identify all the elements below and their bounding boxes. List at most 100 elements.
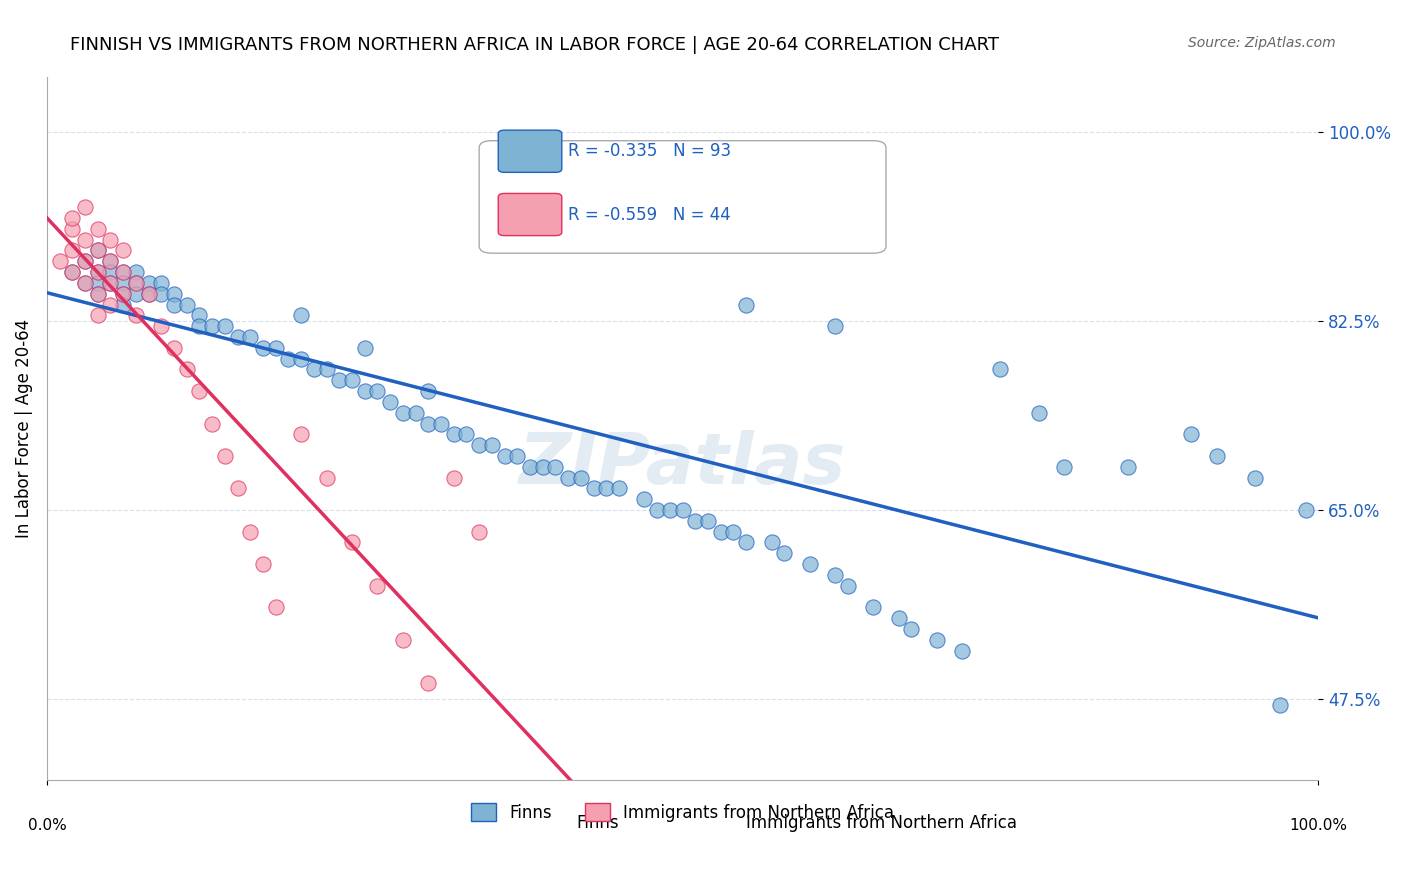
Point — [302, 362, 325, 376]
Point — [87, 265, 110, 279]
Point — [481, 438, 503, 452]
Point — [671, 881, 693, 892]
Point — [799, 557, 821, 571]
Point — [1295, 503, 1317, 517]
Point — [378, 395, 401, 409]
Point — [315, 470, 337, 484]
Point — [60, 265, 83, 279]
Text: R = -0.559   N = 44: R = -0.559 N = 44 — [568, 205, 731, 224]
Point — [950, 643, 973, 657]
Point — [176, 362, 198, 376]
Point — [506, 449, 529, 463]
Point — [697, 514, 720, 528]
Point — [315, 362, 337, 376]
Point — [87, 276, 110, 290]
Point — [468, 524, 491, 539]
Point — [468, 438, 491, 452]
Point — [138, 286, 160, 301]
Point — [1205, 449, 1227, 463]
Point — [607, 482, 630, 496]
Point — [100, 297, 122, 311]
Point — [138, 286, 160, 301]
Point — [125, 286, 148, 301]
Point — [824, 568, 846, 582]
Point — [519, 459, 541, 474]
Point — [214, 319, 236, 334]
Point — [100, 276, 122, 290]
Point — [353, 341, 375, 355]
Point — [862, 233, 884, 247]
Point — [544, 459, 567, 474]
Point — [392, 632, 415, 647]
Point — [226, 330, 249, 344]
Point — [685, 514, 707, 528]
Point — [443, 470, 465, 484]
Point — [340, 373, 363, 387]
Point — [201, 319, 224, 334]
Point — [87, 286, 110, 301]
Point — [1268, 698, 1291, 712]
FancyBboxPatch shape — [479, 141, 886, 253]
Point — [150, 276, 173, 290]
Point — [73, 254, 96, 268]
Point — [405, 406, 427, 420]
Point — [163, 341, 186, 355]
Point — [73, 276, 96, 290]
Point — [100, 254, 122, 268]
Point — [569, 470, 592, 484]
Point — [60, 244, 83, 258]
Point — [87, 309, 110, 323]
Point — [112, 276, 135, 290]
Point — [188, 319, 211, 334]
Point — [125, 309, 148, 323]
Point — [252, 557, 274, 571]
Point — [264, 600, 287, 615]
Point — [837, 579, 859, 593]
Point — [87, 265, 110, 279]
Point — [112, 265, 135, 279]
Point — [150, 286, 173, 301]
Point — [60, 265, 83, 279]
Text: FINNISH VS IMMIGRANTS FROM NORTHERN AFRICA IN LABOR FORCE | AGE 20-64 CORRELATIO: FINNISH VS IMMIGRANTS FROM NORTHERN AFRI… — [70, 36, 1000, 54]
Point — [392, 406, 415, 420]
Point — [862, 600, 884, 615]
Point — [1028, 406, 1050, 420]
Point — [290, 427, 312, 442]
Point — [340, 535, 363, 549]
Point — [595, 482, 617, 496]
Point — [658, 503, 681, 517]
Y-axis label: In Labor Force | Age 20-64: In Labor Force | Age 20-64 — [15, 319, 32, 539]
Point — [353, 384, 375, 398]
Point — [773, 546, 796, 560]
Point — [87, 244, 110, 258]
Point — [723, 524, 745, 539]
Point — [277, 351, 299, 366]
Point — [150, 319, 173, 334]
FancyBboxPatch shape — [498, 194, 562, 235]
Point — [112, 244, 135, 258]
Point — [1243, 470, 1265, 484]
Text: Finns: Finns — [576, 814, 619, 831]
Point — [73, 276, 96, 290]
Point — [990, 362, 1012, 376]
Point — [87, 244, 110, 258]
Point — [582, 482, 605, 496]
Point — [366, 384, 388, 398]
Point — [710, 524, 733, 539]
Point — [366, 579, 388, 593]
Point — [125, 276, 148, 290]
Point — [239, 330, 262, 344]
Point — [73, 254, 96, 268]
Point — [87, 286, 110, 301]
Point — [887, 611, 910, 625]
Point — [557, 470, 579, 484]
Text: 0.0%: 0.0% — [28, 818, 66, 833]
Point — [226, 482, 249, 496]
Point — [112, 286, 135, 301]
Point — [73, 233, 96, 247]
Point — [1180, 427, 1202, 442]
Point — [418, 417, 440, 431]
Point — [456, 427, 478, 442]
Point — [239, 524, 262, 539]
Point — [494, 449, 516, 463]
